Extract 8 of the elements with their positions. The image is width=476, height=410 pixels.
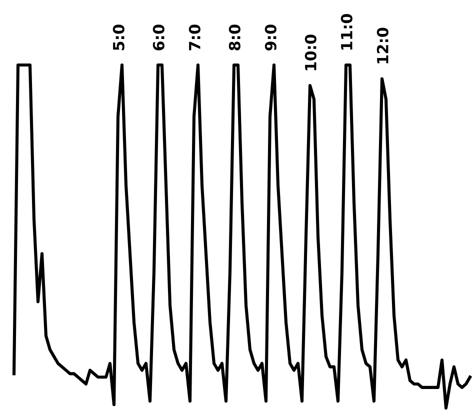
text: 5:0 [112, 24, 124, 50]
text: 8:0 [228, 24, 240, 50]
text: 11:0 [340, 14, 352, 50]
text: 7:0 [188, 24, 200, 50]
annotation: 10:0 [304, 34, 316, 70]
text: 12:0 [376, 28, 388, 64]
text: 9:0 [264, 24, 276, 50]
text: 6:0 [152, 24, 164, 50]
